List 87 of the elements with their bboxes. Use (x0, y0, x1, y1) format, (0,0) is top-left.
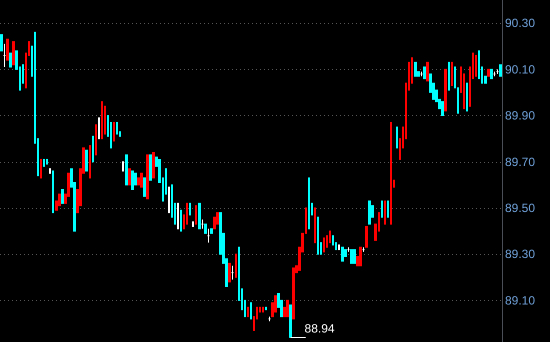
candlestick (192, 221, 194, 227)
candlestick (12, 41, 15, 66)
candlestick (152, 152, 155, 178)
candlestick (265, 306, 267, 310)
candlestick (40, 158, 42, 178)
candlestick (61, 188, 64, 204)
candlestick (46, 158, 48, 165)
y-tick-label: 89.10 (505, 293, 536, 308)
candlestick (387, 200, 389, 218)
candlestick (365, 226, 368, 248)
candlestick (466, 82, 468, 112)
candlestick (499, 64, 502, 77)
candlestick (414, 62, 417, 77)
candlestick (128, 168, 131, 186)
candlestick (426, 62, 429, 82)
candlestick (146, 154, 149, 200)
candlestick (308, 177, 310, 230)
candlestick (314, 207, 316, 244)
candlestick (350, 249, 353, 264)
candlestick (52, 170, 54, 214)
candlestick (210, 228, 213, 234)
candlestick (338, 244, 340, 250)
candlestick (201, 219, 204, 230)
candlestick (6, 38, 9, 61)
candlestick (89, 145, 91, 178)
candlestick (49, 168, 51, 174)
annotation: 88.94 (304, 321, 335, 336)
candlestick (381, 200, 383, 218)
candlestick (353, 249, 356, 264)
candlestick (368, 200, 371, 225)
y-tick-label: 90.30 (505, 16, 536, 30)
candlestick (116, 122, 118, 135)
candlestick (490, 68, 493, 80)
candlestick (390, 122, 392, 225)
candlestick (92, 136, 94, 162)
candlestick (122, 161, 124, 172)
candlestick (444, 68, 447, 112)
candlestick (189, 202, 191, 216)
candlestick (137, 177, 140, 186)
candlestick (0, 34, 3, 52)
candlestick (341, 246, 344, 262)
candlestick (423, 66, 426, 80)
candlestick (204, 224, 207, 234)
candlestick (441, 101, 444, 116)
y-tick-label: 90.10 (505, 62, 536, 76)
candlestick (247, 306, 249, 318)
candlestick (140, 172, 143, 188)
candlestick (359, 246, 362, 266)
candlestick (448, 62, 450, 91)
candlestick (384, 200, 386, 225)
candlestick (101, 101, 103, 140)
candlestick (286, 300, 289, 318)
candlestick (85, 150, 88, 172)
y-tick-label: 89.70 (505, 154, 536, 169)
candlestick (180, 210, 182, 232)
candlestick (43, 158, 45, 167)
candlestick (289, 304, 292, 338)
y-tick-label: 89.50 (505, 200, 536, 215)
candlestick (3, 43, 6, 68)
candlestick (262, 306, 264, 312)
candlestick (250, 302, 252, 320)
candlestick (131, 170, 134, 190)
candlestick (231, 265, 234, 280)
candlestick (143, 177, 146, 197)
candlestick (149, 154, 152, 181)
y-tick-label: 89.30 (505, 247, 536, 262)
candlestick (113, 122, 115, 142)
candlestick (292, 268, 295, 320)
candlestick (168, 186, 170, 214)
candlestick (95, 124, 97, 156)
candlestick (228, 262, 231, 282)
candlestick (98, 117, 100, 140)
candlestick (451, 62, 453, 86)
candlestick (207, 228, 210, 244)
candlestick (198, 202, 201, 230)
candlestick (396, 126, 398, 148)
candlestick (478, 50, 480, 80)
candlestick (487, 68, 490, 77)
candlestick (177, 202, 179, 230)
candlestick (9, 52, 12, 68)
candlestick (475, 54, 477, 77)
candlestick (317, 216, 319, 255)
candlestick (195, 205, 197, 225)
candlestick (235, 254, 237, 278)
y-tick-label: 89.90 (505, 108, 536, 123)
candlestick (323, 238, 325, 252)
candlestick (125, 154, 128, 186)
